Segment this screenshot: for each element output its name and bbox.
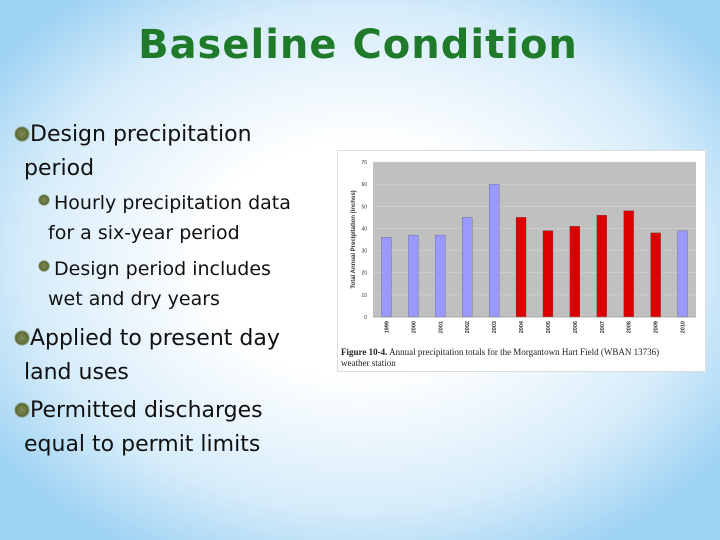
bar — [596, 214, 607, 318]
x-tick-label: 2000 — [411, 321, 417, 333]
plot-area — [373, 162, 696, 317]
bar — [650, 232, 661, 318]
x-tick-label: 2003 — [492, 321, 498, 333]
bullet-icon — [14, 330, 30, 346]
bullet-line: Design period includes — [54, 258, 271, 280]
bullet-icon — [14, 402, 30, 418]
y-tick-label: 20 — [361, 271, 367, 277]
bullet: Hourly precipitation data for a six-year … — [38, 188, 291, 248]
bar — [462, 217, 473, 318]
bullet: Design precipitation period — [14, 118, 252, 186]
bullet-line: Applied to present day — [30, 326, 280, 351]
x-tick-label: 2006 — [573, 321, 579, 333]
caption-line: weather station — [341, 358, 396, 368]
bar — [488, 183, 500, 318]
y-tick-label: 70 — [361, 160, 367, 166]
bar — [623, 210, 634, 318]
x-tick-label: 2009 — [654, 321, 660, 333]
chart: 0 10 20 30 40 50 60 70 Total Annual Precipitatio… — [351, 160, 696, 333]
x-tick-label: 2008 — [627, 321, 633, 333]
slide-title: Baseline Condition — [138, 22, 578, 68]
bar — [569, 226, 581, 318]
bullet-line: for a six-year period — [48, 222, 240, 244]
bullet-line: equal to permit limits — [24, 432, 261, 457]
bullet: Permitted discharges equal to permit limi… — [14, 394, 263, 462]
y-axis-label: Total Annual Precipitation (inches) — [351, 190, 357, 288]
y-tick-label: 10 — [361, 293, 367, 299]
bar — [435, 234, 446, 318]
caption-line: Annual precipitation totals for the Morg… — [389, 347, 660, 357]
bullet-icon — [38, 194, 50, 206]
y-tick-label: 50 — [361, 204, 367, 210]
y-tick-label: 0 — [364, 315, 367, 321]
figure-caption: Figure 10-4. Annual precipitation totals… — [341, 347, 659, 369]
bar — [677, 230, 688, 318]
bullet: Design period includes wet and dry years — [38, 254, 271, 314]
figure-label: Figure 10-4. — [341, 347, 388, 357]
bar — [408, 234, 419, 318]
y-tick-label: 40 — [361, 226, 367, 232]
x-tick-label: 2005 — [546, 321, 552, 333]
bar — [381, 237, 392, 318]
x-tick-label: 2001 — [438, 321, 444, 333]
bar — [515, 217, 527, 318]
bullet-line: Permitted discharges — [30, 398, 263, 423]
bullet-line: Design precipitation — [30, 122, 252, 147]
bullet: Applied to present day land uses — [14, 322, 280, 390]
bullet-line: period — [24, 156, 95, 181]
x-tick-label: 2010 — [681, 321, 687, 333]
figure: 0 10 20 30 40 50 60 70 Total Annual Precipitatio… — [337, 150, 706, 372]
bullet-icon — [38, 260, 50, 272]
x-tick-label: 2004 — [519, 320, 525, 333]
bullet-icon — [14, 126, 30, 142]
bar — [542, 230, 554, 318]
x-tick-label: 2007 — [600, 321, 606, 333]
y-tick-label: 60 — [361, 182, 367, 188]
bullet-line: Hourly precipitation data — [54, 192, 291, 214]
bullet-line: land uses — [24, 360, 129, 385]
x-tick-label: 2002 — [465, 321, 471, 333]
bullet-line: wet and dry years — [48, 288, 220, 310]
y-tick-label: 30 — [361, 249, 367, 255]
x-tick-label: 1999 — [384, 321, 390, 333]
